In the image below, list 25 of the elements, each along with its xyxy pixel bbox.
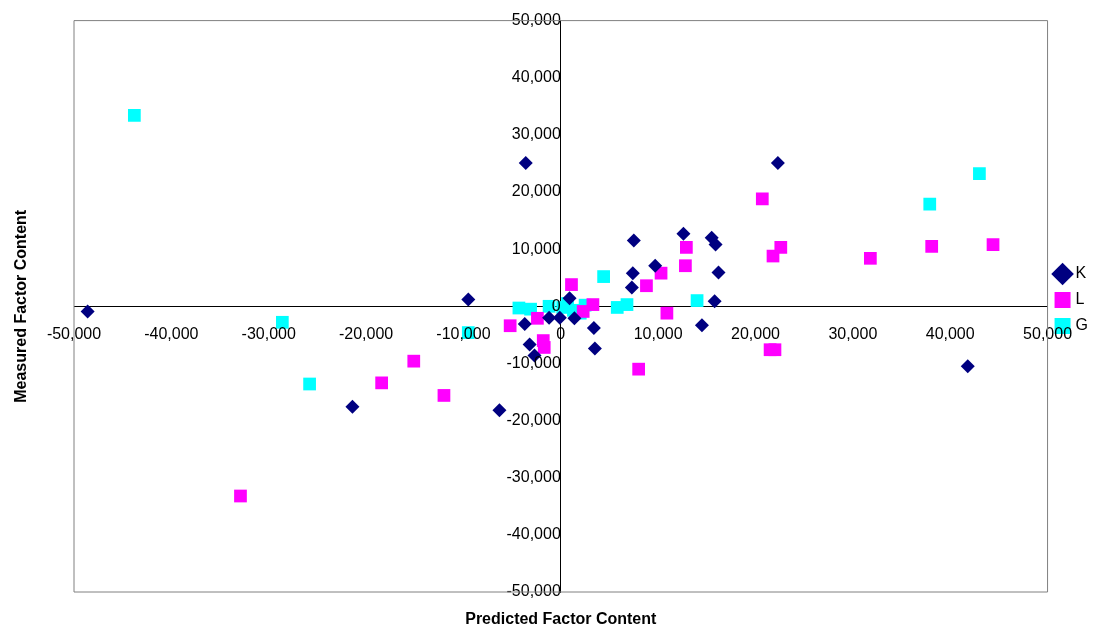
x-tick-label: -20,000 xyxy=(338,325,394,343)
x-tick-label: 20,000 xyxy=(731,325,781,343)
x-tick-label: -40,000 xyxy=(144,325,199,343)
legend-label: G xyxy=(1075,316,1089,334)
legend-label: L xyxy=(1075,290,1085,308)
y-tick-label: 30,000 xyxy=(511,125,561,143)
x-tick-label: 10,000 xyxy=(633,325,683,343)
x-tick-label: -50,000 xyxy=(46,325,102,343)
y-tick-label: 50,000 xyxy=(511,11,561,29)
x-tick-label: -30,000 xyxy=(241,325,296,343)
x-tick-label: 30,000 xyxy=(828,325,878,343)
y-tick-label: -10,000 xyxy=(506,353,561,371)
x-tick-label: 50,000 xyxy=(1023,325,1073,343)
y-tick-label: -30,000 xyxy=(506,468,561,486)
y-tick-label: 40,000 xyxy=(511,68,561,86)
x-tick-label: 40,000 xyxy=(925,325,975,343)
y-tick-label: 20,000 xyxy=(511,182,561,200)
y-tick-label: 10,000 xyxy=(511,239,561,257)
y-axis-title: Measured Factor Content xyxy=(12,209,30,403)
y-tick-label: -40,000 xyxy=(506,525,561,543)
x-axis-title: Predicted Factor Content xyxy=(465,610,658,628)
y-tick-label: -50,000 xyxy=(506,582,561,600)
y-tick-label: -20,000 xyxy=(506,410,561,428)
legend-label: K xyxy=(1075,264,1087,282)
y-tick-label: 0 xyxy=(551,296,561,314)
